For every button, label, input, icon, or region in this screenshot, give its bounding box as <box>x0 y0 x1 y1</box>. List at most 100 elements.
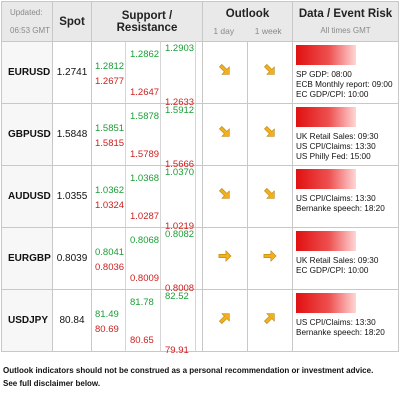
symbol-cell: GBPUSD <box>1 103 53 166</box>
symbol-cell: USDJPY <box>1 289 53 352</box>
outlook-1week-cell <box>246 289 294 352</box>
support-level: 1.0287 <box>130 211 160 222</box>
outlook-title: Outlook <box>225 7 270 20</box>
support-level: 0.8008 <box>165 283 195 294</box>
resistance-level: 0.8041 <box>95 247 125 258</box>
resistance-level: 1.0368 <box>130 173 160 184</box>
event-item: Bernanke speech: 18:20 <box>296 204 385 213</box>
event-item: ECB Monthly report: 09:00 <box>296 80 393 89</box>
event-risk-cell: UK Retail Sales: 09:30 EC GDP/CPI: 10:00 <box>292 227 400 290</box>
support-level: 1.5666 <box>165 159 195 170</box>
event-item: US CPI/Claims: 13:30 <box>296 318 376 327</box>
table-row: USDJPY 80.84 82.52 81.78 81.49 80.69 80.65 79.9… <box>1 289 400 356</box>
event-item: UK Retail Sales: 09:30 <box>296 256 379 265</box>
event-risk-cell: US CPI/Claims: 13:30 Bernanke speech: 18:… <box>292 289 400 352</box>
up-right-arrow-icon <box>218 312 232 329</box>
outlook-1day-cell <box>202 103 248 166</box>
support-level: 1.0324 <box>95 200 125 211</box>
event-risk-cell: SP GDP: 08:00 ECB Monthly report: 09:00 EC… <box>292 41 400 104</box>
symbol-cell: EURGBP <box>1 227 53 290</box>
outlook-1day-label: 1 day <box>213 25 235 36</box>
level-divider <box>125 104 126 165</box>
up-right-arrow-icon <box>263 312 277 329</box>
resistance-level: 1.2903 <box>165 43 195 54</box>
resistance-level: 81.49 <box>95 309 119 320</box>
level-divider <box>160 228 161 289</box>
event-item: UK Retail Sales: 09:30 <box>296 132 379 141</box>
spot-price: 80.84 <box>52 289 92 352</box>
resistance-level: 1.0370 <box>165 167 195 178</box>
resistance-level: 1.0362 <box>95 185 125 196</box>
resistance-level: 82.52 <box>165 291 189 302</box>
level-divider <box>195 42 196 103</box>
support-level: 80.69 <box>95 324 119 335</box>
support-level: 1.5789 <box>130 149 160 160</box>
resistance-level: 0.8082 <box>165 229 195 240</box>
table-header: Updated: 06:53 GMT Spot Support / Resista… <box>1 1 400 42</box>
down-right-arrow-icon <box>218 126 232 143</box>
updated-cell: Updated: 06:53 GMT <box>1 1 53 42</box>
support-level: 80.65 <box>130 335 154 346</box>
spot-price: 0.8039 <box>52 227 92 290</box>
resistance-level: 1.2862 <box>130 49 160 60</box>
outlook-1day-cell <box>202 289 248 352</box>
outlook-1week-label: 1 week <box>254 25 282 36</box>
level-divider <box>160 42 161 103</box>
updated-time: 06:53 GMT <box>10 25 51 35</box>
event-item: Bernanke speech: 18:20 <box>296 328 385 337</box>
down-right-arrow-icon <box>263 188 277 205</box>
risk-bar <box>296 293 357 313</box>
event-item: EC GDP/CPI: 10:00 <box>296 266 369 275</box>
table-row: GBPUSD 1.5848 1.5912 1.5878 1.5851 1.5815 1.57… <box>1 103 400 170</box>
disclaimer: Outlook indicators should not be constru… <box>3 364 373 390</box>
right-arrow-icon <box>263 250 277 267</box>
event-item: US CPI/Claims: 13:30 <box>296 194 376 203</box>
support-level: 1.2633 <box>165 97 195 108</box>
event-risk-cell: UK Retail Sales: 09:30 US CPI/Claims: 13:… <box>292 103 400 166</box>
symbol-cell: AUDUSD <box>1 165 53 228</box>
event-item: SP GDP: 08:00 <box>296 70 352 79</box>
disclaimer-line-1: Outlook indicators should not be constru… <box>3 366 374 375</box>
risk-bar <box>296 107 357 127</box>
level-divider <box>195 290 196 351</box>
level-divider <box>160 290 161 351</box>
resistance-level: 1.5878 <box>130 111 160 122</box>
resistance-level: 81.78 <box>130 297 154 308</box>
support-level: 1.2677 <box>95 76 125 87</box>
spot-price: 1.5848 <box>52 103 92 166</box>
spot-price: 1.0355 <box>52 165 92 228</box>
table-row: EURGBP 0.8039 0.8082 0.8068 0.8041 0.8036 0.80… <box>1 227 400 294</box>
resistance-level: 1.2812 <box>95 61 125 72</box>
risk-bar <box>296 45 357 65</box>
level-divider <box>160 166 161 227</box>
risk-bar <box>296 169 357 189</box>
disclaimer-line-2: See full disclaimer below. <box>3 379 101 388</box>
resistance-level: 1.5851 <box>95 123 125 134</box>
outlook-1week-cell <box>246 227 294 290</box>
down-right-arrow-icon <box>218 188 232 205</box>
table-row: EURUSD 1.2741 1.2903 1.2862 1.2812 1.2677 1.26… <box>1 41 400 108</box>
support-resistance-cell: 1.5912 1.5878 1.5851 1.5815 1.5789 1.5666 <box>91 103 203 170</box>
outlook-1day-cell <box>202 227 248 290</box>
support-level: 0.8009 <box>130 273 160 284</box>
outlook-1day-cell <box>202 41 248 104</box>
spot-header: Spot <box>52 1 92 42</box>
spot-price: 1.2741 <box>52 41 92 104</box>
level-divider <box>125 228 126 289</box>
level-divider <box>125 166 126 227</box>
all-times-gmt-note: All times GMT <box>320 26 371 35</box>
updated-label: Updated: <box>10 7 43 17</box>
right-arrow-icon <box>218 250 232 267</box>
support-level: 1.5815 <box>95 138 125 149</box>
support-level: 0.8036 <box>95 262 125 273</box>
level-divider <box>195 166 196 227</box>
support-level: 1.2647 <box>130 87 160 98</box>
outlook-table: Updated: 06:53 GMT Spot Support / Resista… <box>1 1 400 356</box>
symbol-cell: EURUSD <box>1 41 53 104</box>
event-item: EC GDP/CPI: 10:00 <box>296 90 369 99</box>
support-resistance-cell: 0.8082 0.8068 0.8041 0.8036 0.8009 0.8008 <box>91 227 203 294</box>
support-level: 79.91 <box>165 345 189 356</box>
level-divider <box>125 42 126 103</box>
level-divider <box>125 290 126 351</box>
down-right-arrow-icon <box>263 64 277 81</box>
